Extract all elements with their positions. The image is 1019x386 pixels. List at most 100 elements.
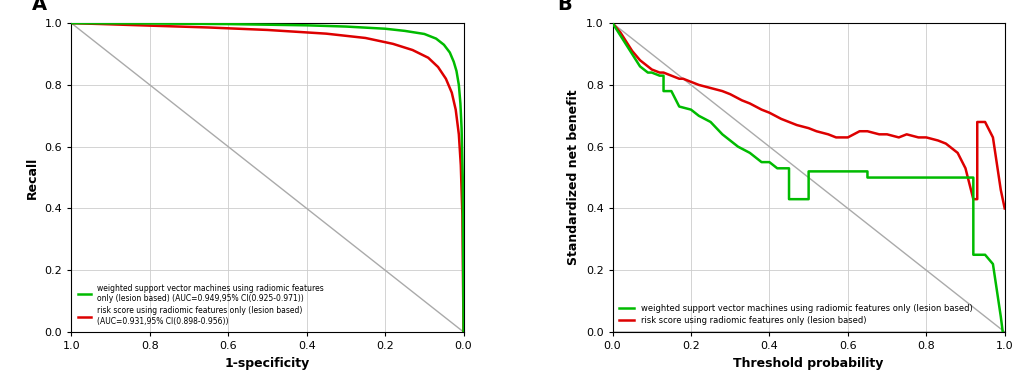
weighted support vector machines using radiomic features
only (lesion based) (AUC=0.949,95% CI(0.925-0.971)) [437,42,449,47]
risk score using radiomic features only (lesion based) [829,135,842,140]
risk score using radiomic features only (lesion based) [978,120,990,124]
risk score using radiomic features only (lesion based)
(AUC=0.931,95% CI(0.898-0.956)) [422,56,434,60]
weighted support vector machines using radiomic features only (lesion based) [645,70,657,75]
risk score using radiomic features only (lesion based) [938,141,951,146]
risk score using radiomic features only (lesion based) [626,49,638,53]
weighted support vector machines using radiomic features only (lesion based) [723,138,736,143]
weighted support vector machines using radiomic features only (lesion based) [692,113,704,118]
Text: B: B [557,0,572,14]
weighted support vector machines using radiomic features only (lesion based) [938,175,951,180]
risk score using radiomic features only (lesion based)
(AUC=0.931,95% CI(0.898-0.956)) [261,28,273,32]
risk score using radiomic features only (lesion based) [664,73,677,78]
weighted support vector machines using radiomic features only (lesion based) [783,197,795,201]
risk score using radiomic features only (lesion based)
(AUC=0.931,95% CI(0.898-0.956)) [439,76,451,81]
risk score using radiomic features only (lesion based) [872,132,884,137]
weighted support vector machines using radiomic features only (lesion based) [673,104,685,109]
risk score using radiomic features only (lesion based)
(AUC=0.931,95% CI(0.898-0.956)) [449,107,462,112]
risk score using radiomic features only (lesion based) [715,89,728,93]
risk score using radiomic features only (lesion based) [633,58,645,63]
weighted support vector machines using radiomic features only (lesion based) [966,175,978,180]
weighted support vector machines using radiomic features
only (lesion based) (AUC=0.949,95% CI(0.925-0.971)) [452,83,465,87]
weighted support vector machines using radiomic features
only (lesion based) (AUC=0.949,95% CI(0.925-0.971)) [398,29,411,33]
weighted support vector machines using radiomic features only (lesion based) [959,175,971,180]
risk score using radiomic features only (lesion based) [677,76,689,81]
risk score using radiomic features only (lesion based) [841,135,853,140]
weighted support vector machines using radiomic features
only (lesion based) (AUC=0.949,95% CI(0.925-0.971)) [457,330,469,334]
weighted support vector machines using radiomic features only (lesion based) [704,120,716,124]
weighted support vector machines using radiomic features only (lesion based) [783,166,795,171]
risk score using radiomic features only (lesion based) [959,166,971,171]
risk score using radiomic features only (lesion based) [743,101,755,106]
weighted support vector machines using radiomic features only (lesion based) [998,345,1010,350]
risk score using radiomic features only (lesion based) [774,117,787,121]
risk score using radiomic features only (lesion based) [880,132,893,137]
weighted support vector machines using radiomic features only (lesion based) [641,70,653,75]
weighted support vector machines using radiomic features only (lesion based) [762,160,774,164]
risk score using radiomic features only (lesion based)
(AUC=0.931,95% CI(0.898-0.956)) [445,90,458,95]
weighted support vector machines using radiomic features only (lesion based) [900,175,912,180]
weighted support vector machines using radiomic features
only (lesion based) (AUC=0.949,95% CI(0.925-0.971)) [447,59,460,64]
Line: risk score using radiomic features only (lesion based)
(AUC=0.931,95% CI(0.898-0.956)): risk score using radiomic features only … [71,23,463,332]
weighted support vector machines using radiomic features
only (lesion based) (AUC=0.949,95% CI(0.925-0.971)) [418,32,430,36]
risk score using radiomic features only (lesion based)
(AUC=0.931,95% CI(0.898-0.956)) [457,330,469,334]
weighted support vector machines using radiomic features
only (lesion based) (AUC=0.949,95% CI(0.925-0.971)) [453,101,466,106]
weighted support vector machines using radiomic features
only (lesion based) (AUC=0.949,95% CI(0.925-0.971)) [65,21,77,25]
risk score using radiomic features only (lesion based)
(AUC=0.931,95% CI(0.898-0.956)) [97,22,109,26]
weighted support vector machines using radiomic features only (lesion based) [841,169,853,174]
risk score using radiomic features only (lesion based) [970,197,982,201]
weighted support vector machines using radiomic features
only (lesion based) (AUC=0.949,95% CI(0.925-0.971)) [450,69,463,73]
risk score using radiomic features only (lesion based) [900,132,912,137]
risk score using radiomic features only (lesion based) [704,86,716,90]
weighted support vector machines using radiomic features only (lesion based) [606,21,619,25]
risk score using radiomic features only (lesion based)
(AUC=0.931,95% CI(0.898-0.956)) [406,48,418,52]
weighted support vector machines using radiomic features
only (lesion based) (AUC=0.949,95% CI(0.925-0.971)) [430,36,442,41]
weighted support vector machines using radiomic features only (lesion based) [633,64,645,69]
weighted support vector machines using radiomic features
only (lesion based) (AUC=0.949,95% CI(0.925-0.971)) [379,26,391,31]
risk score using radiomic features only (lesion based) [684,80,696,84]
weighted support vector machines using radiomic features only (lesion based) [673,104,685,109]
weighted support vector machines using radiomic features only (lesion based) [802,197,814,201]
risk score using radiomic features only (lesion based) [735,98,747,103]
Line: risk score using radiomic features only (lesion based): risk score using radiomic features only … [612,23,1004,208]
weighted support vector machines using radiomic features only (lesion based) [821,169,834,174]
Text: A: A [33,0,47,14]
risk score using radiomic features only (lesion based) [783,120,795,124]
risk score using radiomic features only (lesion based) [931,138,944,143]
risk score using radiomic features only (lesion based) [853,129,865,134]
risk score using radiomic features only (lesion based) [657,70,669,75]
Line: weighted support vector machines using radiomic features only (lesion based): weighted support vector machines using r… [612,23,1004,347]
X-axis label: 1-specificity: 1-specificity [224,357,310,369]
risk score using radiomic features only (lesion based)
(AUC=0.931,95% CI(0.898-0.956)) [65,21,77,25]
weighted support vector machines using radiomic features only (lesion based) [994,314,1006,319]
risk score using radiomic features only (lesion based) [919,135,931,140]
weighted support vector machines using radiomic features only (lesion based) [653,73,665,78]
risk score using radiomic features only (lesion based) [723,92,736,96]
risk score using radiomic features only (lesion based) [809,129,821,134]
weighted support vector machines using radiomic features only (lesion based) [664,89,677,93]
risk score using radiomic features only (lesion based) [821,132,834,137]
weighted support vector machines using radiomic features only (lesion based) [966,252,978,257]
risk score using radiomic features only (lesion based) [606,21,619,25]
risk score using radiomic features only (lesion based) [860,129,872,134]
weighted support vector machines using radiomic features
only (lesion based) (AUC=0.949,95% CI(0.925-0.971)) [443,50,455,55]
weighted support vector machines using radiomic features
only (lesion based) (AUC=0.949,95% CI(0.925-0.971)) [339,24,352,29]
Legend: weighted support vector machines using radiomic features only (lesion based), ri: weighted support vector machines using r… [616,301,974,328]
risk score using radiomic features only (lesion based) [641,64,653,69]
weighted support vector machines using radiomic features only (lesion based) [732,144,744,149]
weighted support vector machines using radiomic features
only (lesion based) (AUC=0.949,95% CI(0.925-0.971)) [222,22,234,26]
risk score using radiomic features only (lesion based) [911,135,923,140]
risk score using radiomic features only (lesion based)
(AUC=0.931,95% CI(0.898-0.956)) [454,163,467,168]
risk score using radiomic features only (lesion based) [645,67,657,72]
risk score using radiomic features only (lesion based) [951,151,963,155]
Line: weighted support vector machines using radiomic features
only (lesion based) (AUC=0.949,95% CI(0.925-0.971)): weighted support vector machines using r… [71,23,463,332]
Y-axis label: Standardized net benefit: Standardized net benefit [567,90,580,265]
weighted support vector machines using radiomic features only (lesion based) [743,151,755,155]
weighted support vector machines using radiomic features only (lesion based) [657,89,669,93]
weighted support vector machines using radiomic features only (lesion based) [860,175,872,180]
X-axis label: Threshold probability: Threshold probability [733,357,882,369]
weighted support vector machines using radiomic features
only (lesion based) (AUC=0.949,95% CI(0.925-0.971)) [455,126,468,130]
risk score using radiomic features only (lesion based)
(AUC=0.931,95% CI(0.898-0.956)) [452,132,465,137]
weighted support vector machines using radiomic features only (lesion based) [770,166,783,171]
risk score using radiomic features only (lesion based) [790,123,802,127]
risk score using radiomic features only (lesion based) [762,110,774,115]
